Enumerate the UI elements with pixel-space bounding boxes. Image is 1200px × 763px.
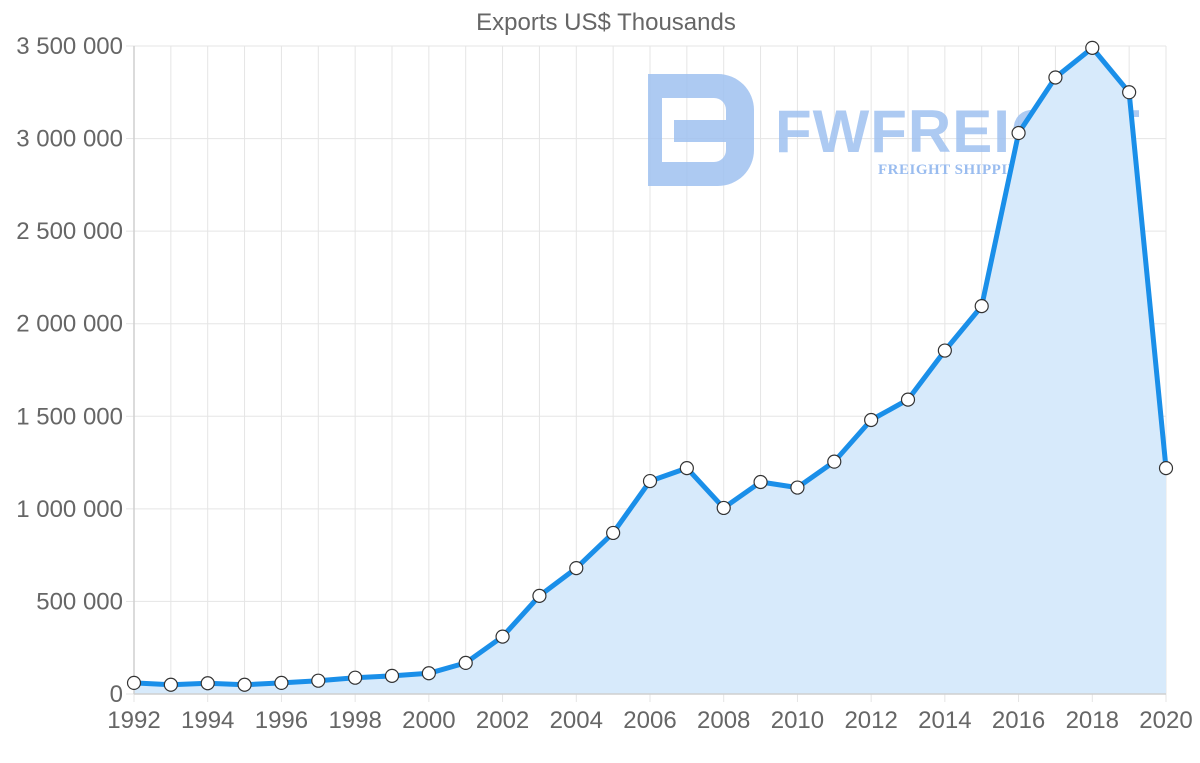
y-tick-label: 3 500 000	[16, 33, 123, 60]
data-point-2018[interactable]	[1085, 40, 1100, 55]
data-point-2002[interactable]	[495, 629, 510, 644]
data-point-2017[interactable]	[1048, 70, 1063, 85]
x-tick-label: 1992	[107, 707, 160, 734]
axis-layer	[133, 46, 1166, 695]
x-tick-label: 2016	[992, 707, 1045, 734]
data-point-2014[interactable]	[937, 343, 952, 358]
data-point-2008[interactable]	[716, 500, 731, 516]
data-point-1992[interactable]	[126, 675, 142, 690]
data-point-1998[interactable]	[348, 670, 363, 685]
data-point-2019[interactable]	[1122, 85, 1137, 100]
x-tick-label: 2018	[1066, 707, 1119, 734]
data-point-2012[interactable]	[864, 412, 879, 428]
series-area-fill	[134, 47, 1166, 694]
data-point-2013[interactable]	[900, 392, 916, 407]
x-tick-label: 2012	[844, 707, 897, 734]
y-tick-label: 3 000 000	[16, 126, 123, 153]
data-point-2006[interactable]	[642, 473, 658, 489]
y-tick-label: 0	[110, 681, 123, 708]
x-tick-label: 1998	[328, 707, 381, 734]
chart-title: Exports US$ Thousands	[476, 9, 736, 36]
x-tick-label: 2008	[697, 707, 750, 734]
x-axis-ticks: 1992 1994 1996 1998 2000 2002 2004 2006 2008 2010…	[107, 707, 1192, 734]
data-point-2010[interactable]	[790, 480, 805, 495]
data-point-2009[interactable]	[753, 474, 768, 490]
data-point-2007[interactable]	[679, 461, 694, 476]
data-point-2004[interactable]	[569, 561, 584, 576]
x-tick-label: 2020	[1139, 707, 1192, 734]
x-tick-label: 1996	[255, 707, 308, 734]
data-point-2015[interactable]	[974, 299, 989, 314]
data-point-2001[interactable]	[458, 655, 473, 670]
x-tick-label: 1994	[181, 707, 234, 734]
fwfreight-logo-icon	[648, 74, 754, 186]
data-point-2003[interactable]	[532, 588, 547, 603]
data-point-1996[interactable]	[274, 675, 289, 690]
x-tick-label: 2000	[402, 707, 455, 734]
x-tick-label: 2006	[623, 707, 676, 734]
data-point-1997[interactable]	[311, 673, 326, 688]
data-point-2005[interactable]	[606, 525, 621, 541]
data-point-1999[interactable]	[384, 668, 400, 683]
y-tick-label: 1 000 000	[16, 496, 123, 523]
y-tick-label: 2 500 000	[16, 218, 123, 245]
points-layer	[126, 40, 1174, 692]
data-point-2016[interactable]	[1011, 125, 1026, 141]
data-point-1994[interactable]	[200, 676, 215, 691]
data-point-1995[interactable]	[237, 677, 252, 692]
y-tick-label: 500 000	[36, 588, 123, 615]
y-axis-ticks: 0 500 000 1 000 000 1 500 000 2 000 000 2 500…	[16, 33, 123, 708]
data-point-2000[interactable]	[421, 666, 436, 681]
data-point-2020[interactable]	[1158, 461, 1174, 476]
x-tick-label: 2010	[771, 707, 824, 734]
x-tick-label: 2014	[918, 707, 971, 734]
data-point-2011[interactable]	[827, 454, 842, 469]
watermark-tagline-text: FREIGHT SHIPPING	[878, 162, 1031, 178]
y-tick-label: 1 500 000	[16, 403, 123, 430]
x-tick-label: 2004	[550, 707, 603, 734]
y-tick-label: 2 000 000	[16, 311, 123, 338]
x-tick-label: 2002	[476, 707, 529, 734]
data-point-1993[interactable]	[163, 677, 178, 692]
